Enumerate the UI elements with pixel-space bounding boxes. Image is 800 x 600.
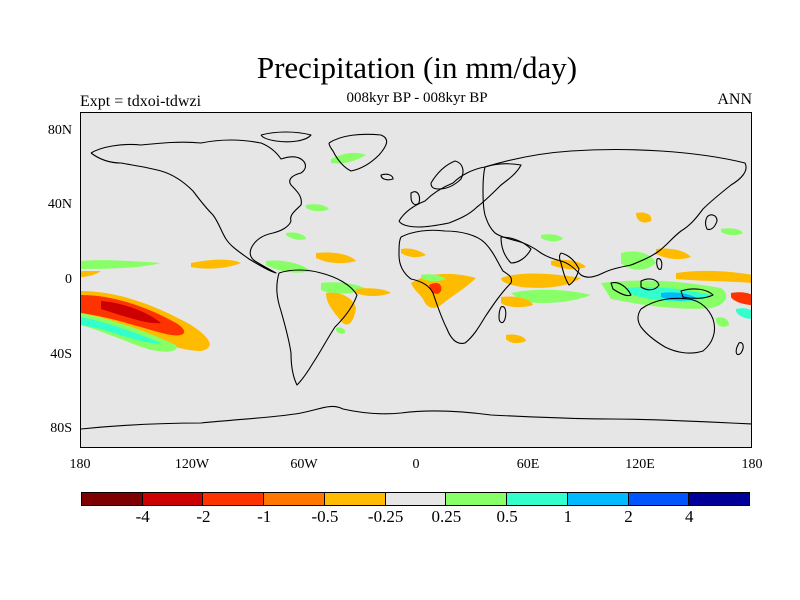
anomaly-indian-orange (501, 273, 581, 288)
experiment-label: Expt = tdxoi-tdwzi (80, 93, 202, 110)
coast-britain (410, 191, 421, 206)
colorbar-tick-label: 0.25 (431, 507, 462, 526)
anomaly-jp-green (721, 228, 743, 236)
colorbar-tick-label: -0.5 (311, 507, 339, 526)
coast-south-america (276, 269, 358, 386)
lat-tick-label: 40N (47, 197, 72, 213)
coast-japan (704, 214, 718, 231)
colorbar-tick-label: -4 (135, 507, 150, 526)
anomaly-sam-orange (326, 292, 356, 325)
colorbar-tick-label: 2 (624, 507, 633, 526)
coast-india (558, 252, 580, 286)
coast-antarctica (81, 405, 751, 430)
anomaly-dateline-cyan (736, 308, 751, 319)
anomaly-indian-orange2 (501, 296, 533, 308)
lat-tick-label: 0 (65, 272, 72, 287)
lon-tick-label: 0 (412, 457, 420, 472)
plot-subtitle: 008kyr BP - 008kyr BP (346, 90, 488, 106)
coast-europe (398, 163, 522, 228)
anomaly-atlantic-orange (316, 252, 356, 264)
lat-tick-label: 40S (50, 346, 72, 362)
anomaly-africa-west-orange (401, 248, 426, 258)
coast-madagascar (498, 306, 507, 324)
anomaly-eastpac-orange (191, 259, 241, 269)
anomaly-pacific-wet-cyan (81, 317, 161, 344)
colorbar-swatch (384, 492, 447, 506)
coast-australia (637, 297, 716, 354)
anomaly-pacific-south-darkred (101, 301, 161, 324)
anomaly-dateline-red (731, 292, 751, 305)
colorbar-swatch (81, 492, 143, 506)
anomaly-med-green (541, 234, 563, 242)
lon-tick-label: 180 (741, 457, 763, 472)
lon-tick-label: 60E (516, 457, 540, 472)
world-map (80, 112, 752, 448)
colorbar-swatch (263, 492, 325, 506)
lon-tick-label: 120E (625, 457, 655, 472)
anomaly-wpac-orange (656, 248, 691, 260)
coast-africa (398, 229, 513, 344)
anomaly-pacific-north-green (81, 260, 161, 269)
lon-tick-label: 60W (290, 457, 318, 472)
anomaly-satl-orange (356, 288, 391, 296)
colorbar-tick-label: -1 (257, 507, 272, 526)
coast-north-america (90, 139, 307, 274)
coast-arctic-islands (260, 131, 312, 143)
coast-greenland (328, 133, 388, 172)
colorbar-tick-label: -2 (196, 507, 211, 526)
anomaly-aus-green (716, 317, 729, 327)
colorbar-swatch (202, 492, 265, 506)
anomaly-indian-green (511, 289, 591, 303)
lat-tick-label: 80N (47, 122, 72, 138)
colorbar-swatch (627, 492, 690, 506)
colorbar-tick-label: 0.5 (496, 507, 518, 526)
anomaly-sam-green (321, 282, 366, 294)
anomaly-china-orange (636, 212, 652, 223)
coast-newzealand (735, 342, 744, 356)
coastlines (81, 131, 751, 430)
anomaly-natl-green (306, 204, 329, 212)
anomaly-pacific-north-orange (81, 271, 101, 277)
lon-tick-label: 180 (69, 457, 91, 472)
anomaly-africa-orange (411, 273, 476, 308)
colorbar-tick-label: 1 (563, 507, 573, 526)
map-canvas (81, 131, 751, 430)
coast-sumatra (610, 282, 632, 297)
coast-scandinavia (430, 160, 464, 190)
coast-arabia (500, 236, 532, 264)
anomaly-madagascar-orange (506, 334, 526, 344)
coast-newguinea (680, 288, 714, 299)
colorbar-swatch (688, 492, 751, 506)
lon-tick-label: 120W (174, 457, 210, 472)
colorbar-tick-label: -0.25 (367, 507, 404, 526)
coast-philippines (656, 258, 663, 270)
colorbar-swatch (445, 492, 508, 506)
lat-tick-label: 80S (50, 421, 72, 437)
anomaly-us-green (286, 232, 306, 240)
season-label: ANN (717, 91, 752, 108)
anomaly-china-green (621, 251, 656, 270)
colorbar-swatch (141, 492, 204, 506)
colorbar-tick-label: 4 (685, 507, 694, 526)
anomaly-wpac-orange2 (676, 270, 751, 283)
colorbar-swatch (323, 492, 386, 506)
anomaly-sam-south-green (336, 327, 346, 334)
coast-iceland (380, 173, 394, 181)
precip-contours (81, 152, 751, 352)
plot-title: Precipitation (in mm/day) (256, 50, 578, 85)
coast-asia (482, 148, 747, 278)
colorbar (81, 492, 751, 506)
anomaly-arctic-green (331, 152, 366, 164)
anomaly-africa-green (421, 274, 446, 282)
coast-borneo (640, 278, 660, 291)
colorbar-swatch (506, 492, 568, 506)
colorbar-swatch (566, 492, 629, 506)
